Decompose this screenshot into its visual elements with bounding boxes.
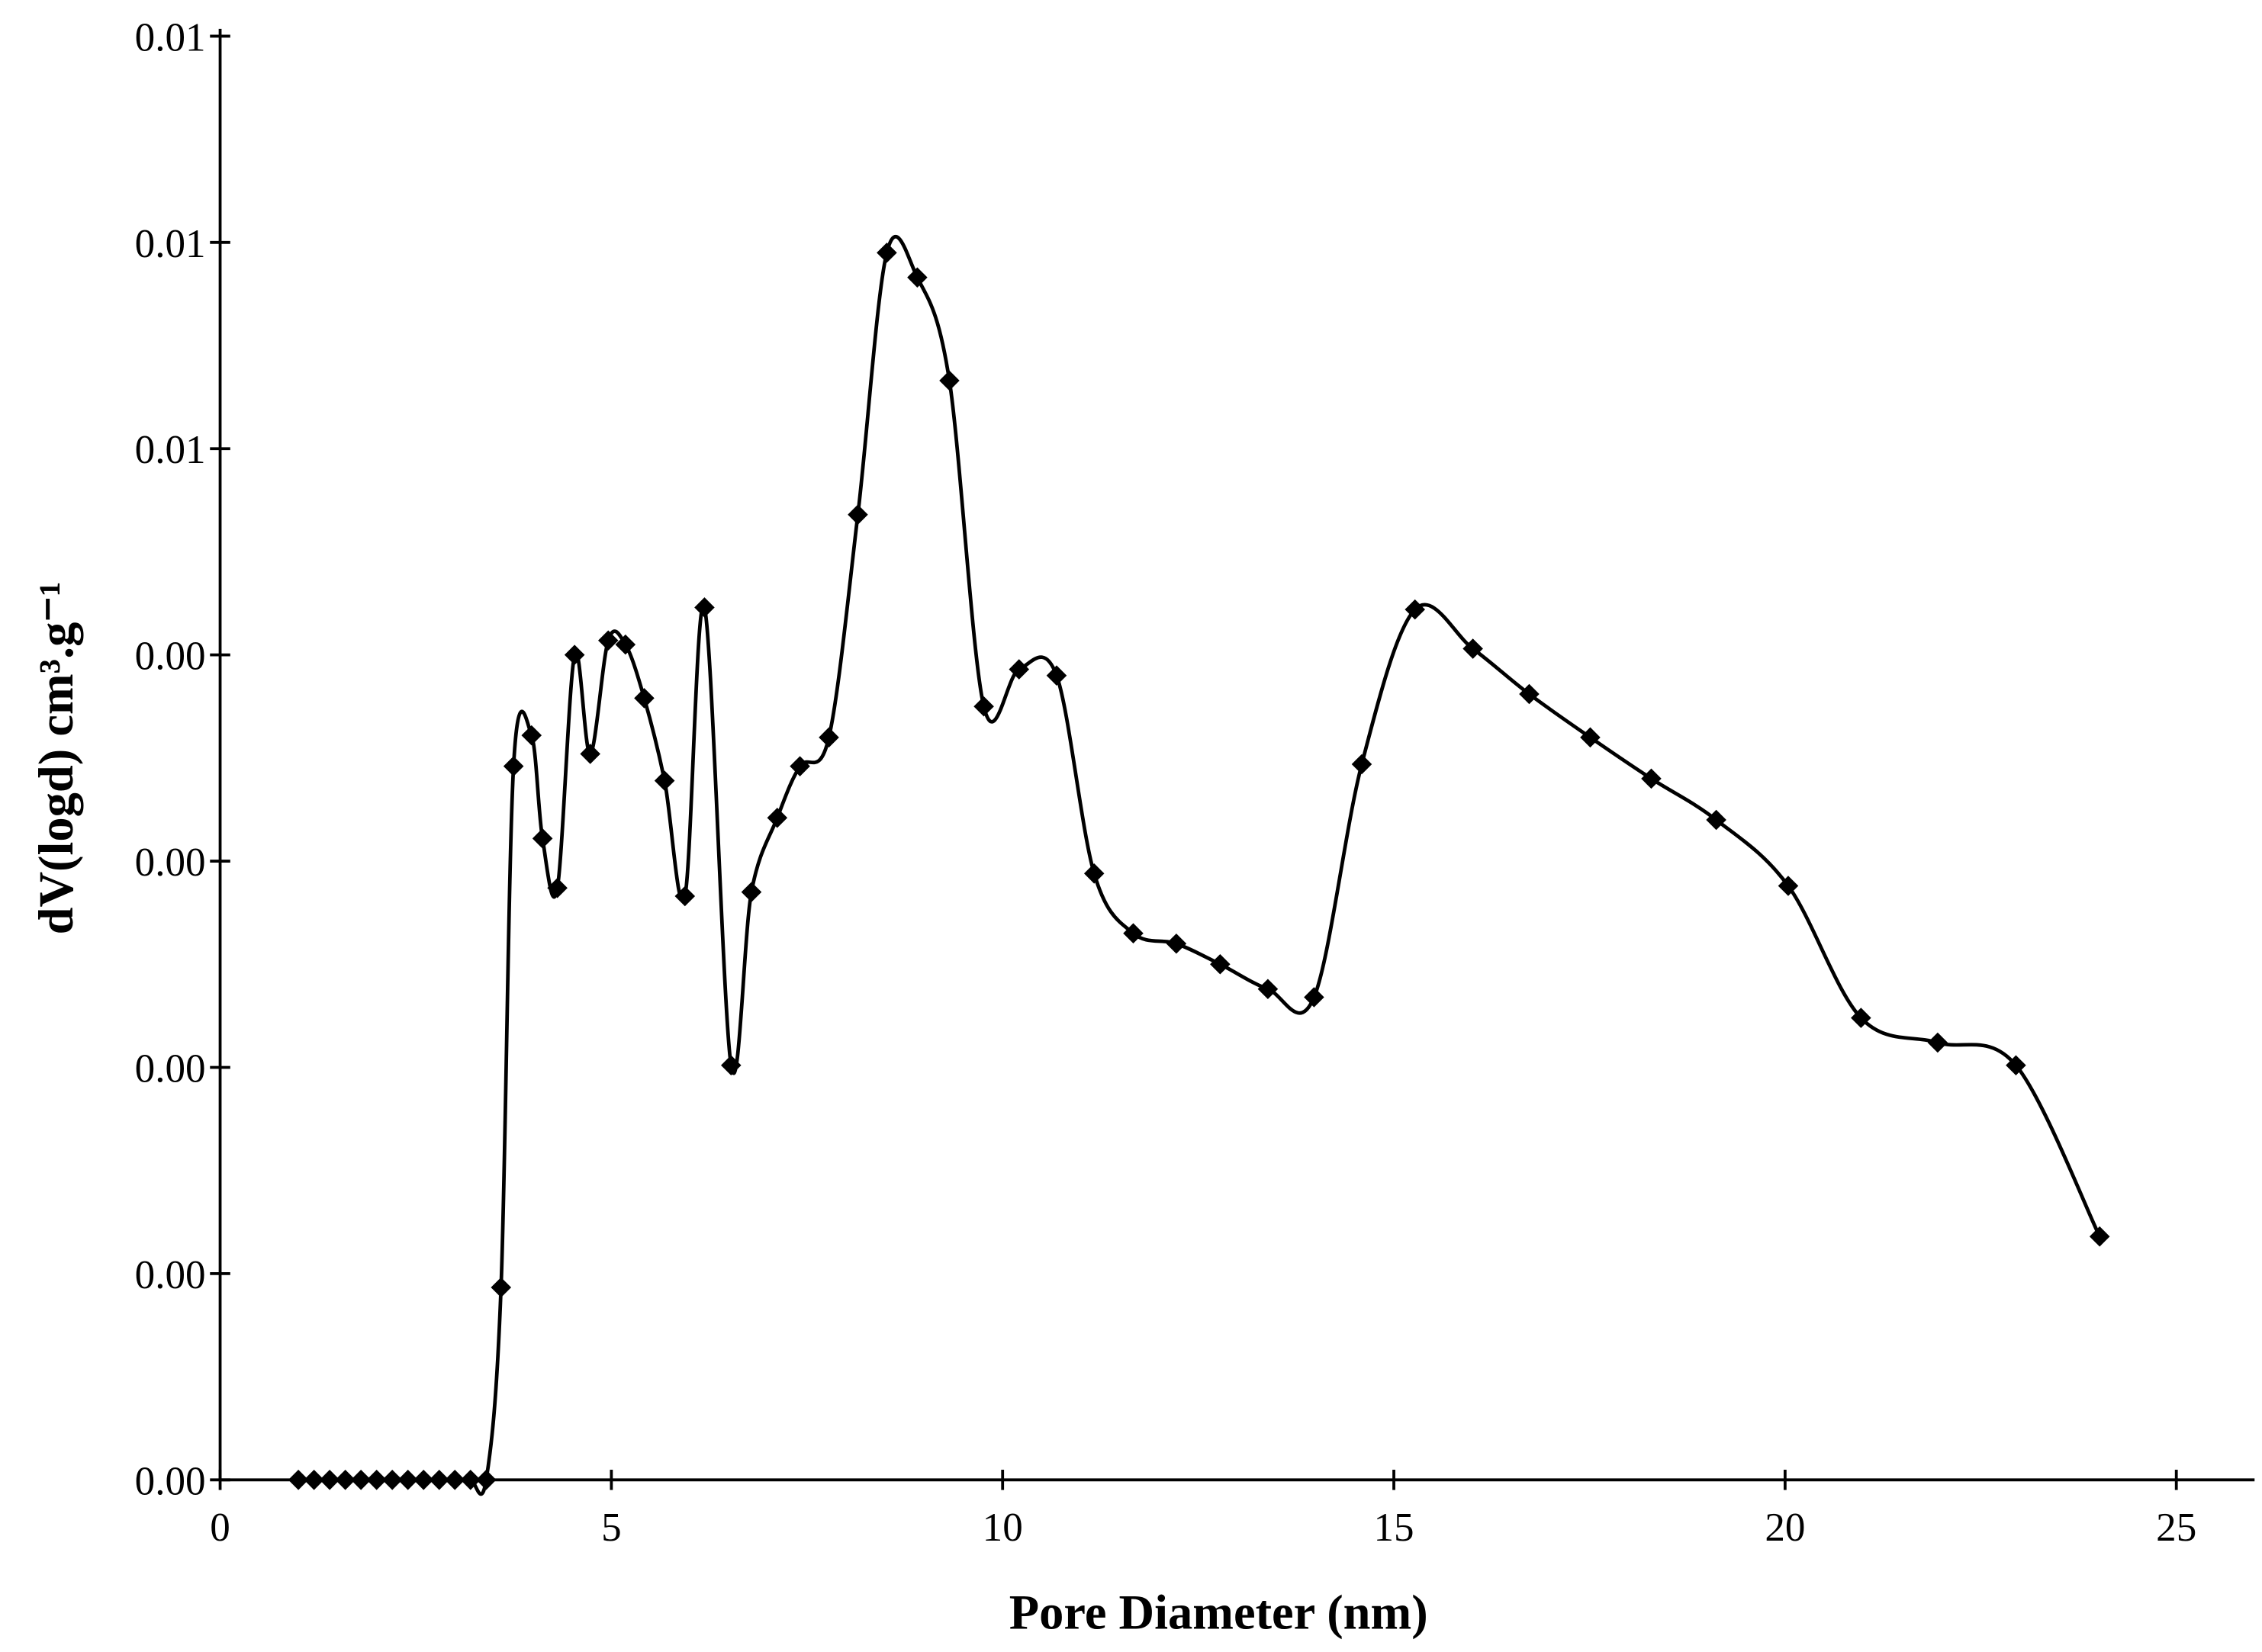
y-tick-label: 0.00 <box>135 1253 206 1297</box>
marker <box>694 597 715 618</box>
marker <box>429 1470 450 1490</box>
x-tick-label: 15 <box>1373 1506 1414 1550</box>
y-axis-title: dV(logd) cm³.g⁻¹ <box>29 581 83 934</box>
marker <box>1009 659 1030 680</box>
marker <box>532 828 553 849</box>
y-tick-label: 0.00 <box>135 635 206 679</box>
marker <box>444 1470 465 1490</box>
marker <box>2089 1226 2110 1247</box>
marker <box>1166 933 1187 954</box>
marker <box>547 877 568 898</box>
marker <box>741 882 762 902</box>
marker <box>1083 863 1105 884</box>
marker <box>1706 809 1726 831</box>
marker <box>1046 665 1067 686</box>
y-tick-label: 0.00 <box>135 840 206 885</box>
marker <box>877 243 897 263</box>
marker <box>350 1470 372 1490</box>
x-tick-label: 20 <box>1765 1506 1805 1550</box>
y-tick-label: 0.01 <box>135 15 206 59</box>
marker <box>674 885 696 907</box>
marker <box>848 504 868 525</box>
marker <box>1304 987 1324 1008</box>
marker <box>413 1470 434 1490</box>
marker <box>288 1470 309 1490</box>
marker <box>1641 768 1662 789</box>
x-tick-label: 0 <box>210 1506 230 1550</box>
marker <box>319 1470 340 1490</box>
marker <box>615 634 636 655</box>
marker <box>819 727 839 748</box>
x-tick-label: 5 <box>601 1506 622 1550</box>
marker <box>939 370 960 391</box>
marker <box>397 1470 418 1490</box>
marker <box>1851 1008 1871 1028</box>
marker <box>460 1470 481 1490</box>
marker <box>1927 1032 1948 1053</box>
x-axis-title: Pore Diameter (nm) <box>1009 1586 1428 1640</box>
marker <box>654 770 675 791</box>
marker <box>907 267 928 288</box>
marker <box>521 725 542 746</box>
marker <box>1778 876 1799 896</box>
x-tick-label: 10 <box>983 1506 1023 1550</box>
marker <box>1519 683 1540 705</box>
marker <box>335 1470 356 1490</box>
marker <box>1580 727 1601 748</box>
marker <box>381 1470 403 1490</box>
marker <box>790 756 810 776</box>
y-tick-label: 0.00 <box>135 1459 206 1503</box>
y-tick-label: 0.01 <box>135 222 206 266</box>
marker <box>1404 599 1426 620</box>
series-line <box>298 235 2102 1496</box>
marker <box>1210 953 1231 975</box>
marker <box>580 744 600 764</box>
marker <box>597 630 619 651</box>
y-tick-label: 0.00 <box>135 1046 206 1091</box>
marker <box>973 696 994 717</box>
y-tick-label: 0.01 <box>135 428 206 472</box>
marker <box>634 688 655 709</box>
marker <box>503 756 524 776</box>
marker <box>1351 754 1372 775</box>
marker <box>475 1470 497 1490</box>
marker <box>304 1470 324 1490</box>
marker <box>564 644 585 665</box>
marker <box>366 1470 387 1490</box>
x-tick-label: 25 <box>2156 1506 2196 1550</box>
marker <box>767 807 788 828</box>
marker <box>491 1277 512 1298</box>
